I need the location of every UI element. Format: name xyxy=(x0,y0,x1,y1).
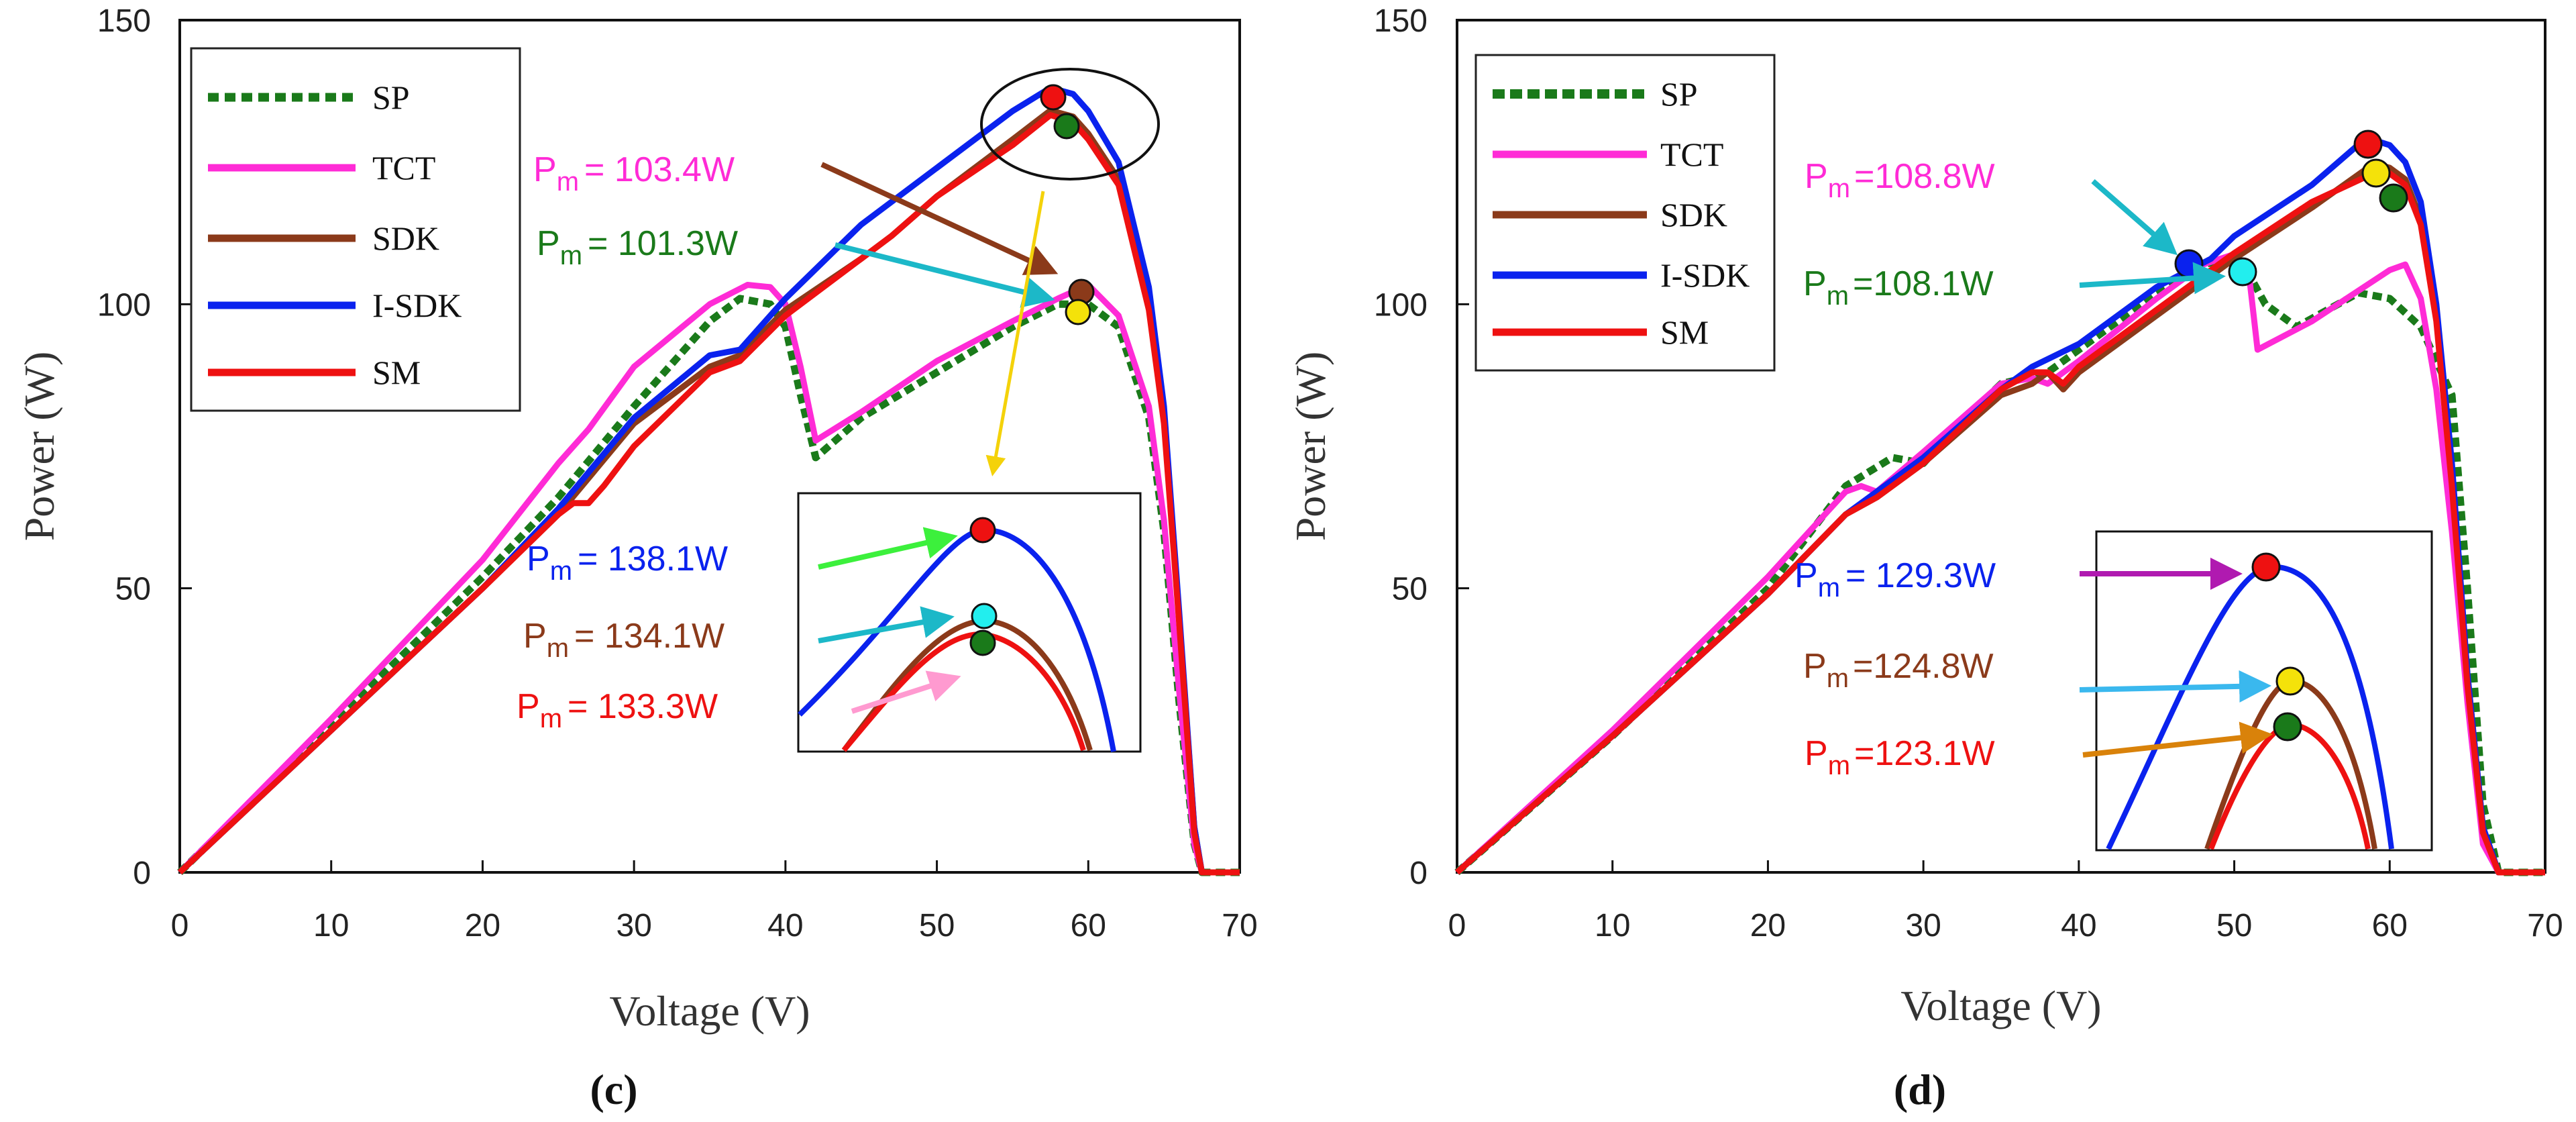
y-tick-labels: 0 50 100 150 xyxy=(97,3,151,891)
marker-sp-cyan xyxy=(2228,257,2257,287)
arrow-sp xyxy=(2079,262,2226,295)
marker-sp-yellow xyxy=(1065,299,1091,325)
x-tick-label: 30 xyxy=(616,908,651,944)
annotation-tct: Pm =108.8W xyxy=(1805,157,1995,203)
marker-isdk-red xyxy=(2353,130,2383,159)
legend-label-sm: SM xyxy=(372,354,421,391)
series-line-sm xyxy=(177,111,1240,876)
annotation-sm: Pm = 133.3W xyxy=(517,687,718,733)
arrow-sm xyxy=(851,670,961,714)
annotation-sp: Pm =108.1W xyxy=(1803,264,1994,311)
series-line-sp xyxy=(1454,254,2545,876)
x-tick-label: 20 xyxy=(465,908,500,944)
annotation-isdk: Pm = 129.3W xyxy=(1794,556,1996,603)
series-layer xyxy=(177,19,1241,876)
x-tick-label: 0 xyxy=(171,908,189,944)
x-tick-labels: 0 10 20 30 40 50 60 70 xyxy=(171,908,1258,944)
marker-peak-green xyxy=(1053,113,1080,140)
x-tick-label: 60 xyxy=(2372,908,2408,944)
inset-marker-green xyxy=(2273,712,2302,742)
arrow-sm xyxy=(2082,721,2273,758)
x-tick-label: 20 xyxy=(1750,908,1786,944)
x-tick-label: 70 xyxy=(2527,908,2563,944)
x-tick-label: 0 xyxy=(1448,908,1466,944)
annotation-tct: Pm = 103.4W xyxy=(533,150,735,197)
x-tick-label: 70 xyxy=(1222,908,1257,944)
inset-marker-yellow xyxy=(2275,666,2305,696)
legend-label-tct: TCT xyxy=(372,149,435,187)
x-tick-label: 50 xyxy=(919,908,955,944)
y-axis-label: Power (W) xyxy=(1287,352,1334,542)
arrow-tct xyxy=(2091,178,2178,256)
inset-marker-green xyxy=(969,629,996,656)
y-tick-label: 0 xyxy=(133,856,151,891)
y-axis-label: Power (W) xyxy=(15,352,63,542)
x-tick-label: 40 xyxy=(2061,908,2096,944)
series-line-sp xyxy=(177,295,1240,876)
panel-c: 0 10 20 30 40 50 60 70 0 50 100 150 Voltage (V) Po… xyxy=(15,3,1258,1113)
legend: SP TCT SDK I-SDK SM xyxy=(1474,54,1776,372)
annotation-sdk: Pm =124.8W xyxy=(1803,647,1994,693)
marker-tct-blue xyxy=(2174,249,2204,278)
x-tick-label: 30 xyxy=(1905,908,1941,944)
y-tick-label: 50 xyxy=(115,572,151,607)
legend-label-sp: SP xyxy=(1660,75,1698,113)
legend-label-tct: TCT xyxy=(1660,136,1723,173)
panel-d: 0 10 20 30 40 50 60 70 0 50 100 150 Voltage (V) Po… xyxy=(1287,3,2563,1113)
x-axis-label: Voltage (V) xyxy=(1900,982,2101,1029)
peak-highlight-ellipse xyxy=(980,68,1160,181)
legend-label-sdk: SDK xyxy=(1660,196,1727,234)
legend-label-sm: SM xyxy=(1660,313,1709,351)
series-line-tct xyxy=(1454,251,2545,876)
arrow-zoom xyxy=(985,191,1045,476)
y-tick-label: 100 xyxy=(1374,287,1428,323)
inset-marker-red xyxy=(969,517,996,544)
arrow-isdk xyxy=(818,527,958,570)
y-tick-label: 150 xyxy=(97,3,151,39)
inset-marker-red xyxy=(2251,552,2281,582)
x-tick-labels: 0 10 20 30 40 50 60 70 xyxy=(1448,908,2563,944)
legend-label-isdk: I-SDK xyxy=(1660,256,1750,294)
annotation-isdk: Pm = 138.1W xyxy=(527,540,728,586)
y-tick-labels: 0 50 100 150 xyxy=(1374,3,1428,891)
annotation-sdk: Pm = 134.1W xyxy=(523,617,724,663)
x-tick-label: 60 xyxy=(1071,908,1106,944)
annotation-sm: Pm =123.1W xyxy=(1805,734,1995,780)
marker-sdk-yellow xyxy=(2361,158,2391,188)
arrow-sdk xyxy=(2079,670,2271,703)
caption: (d) xyxy=(1894,1066,1946,1113)
series-line-tct xyxy=(177,282,1240,876)
x-axis-label: Voltage (V) xyxy=(609,987,810,1035)
y-tick-label: 100 xyxy=(97,287,151,323)
marker-peak-red xyxy=(1040,84,1067,111)
x-tick-label: 40 xyxy=(767,908,803,944)
arrow-sdk xyxy=(818,606,955,644)
y-tick-label: 50 xyxy=(1392,572,1428,607)
y-tick-label: 150 xyxy=(1374,3,1428,39)
marker-sm-green xyxy=(2379,183,2408,213)
legend: SP TCT SDK I-SDK SM xyxy=(190,47,521,412)
annotation-sp: Pm = 101.3W xyxy=(537,224,738,270)
legend-box xyxy=(190,47,521,412)
legend-label-sp: SP xyxy=(372,79,410,116)
arrow-sp xyxy=(835,242,1055,308)
legend-label-isdk: I-SDK xyxy=(372,287,462,324)
x-tick-label: 10 xyxy=(1595,908,1630,944)
caption: (c) xyxy=(590,1066,637,1113)
arrow-tct xyxy=(820,162,1059,275)
y-tick-label: 0 xyxy=(1409,856,1428,891)
x-tick-label: 10 xyxy=(313,908,349,944)
legend-label-sdk: SDK xyxy=(372,219,439,257)
inset xyxy=(797,492,1142,753)
inset-marker-cyan xyxy=(971,603,998,629)
x-tick-label: 50 xyxy=(2216,908,2252,944)
